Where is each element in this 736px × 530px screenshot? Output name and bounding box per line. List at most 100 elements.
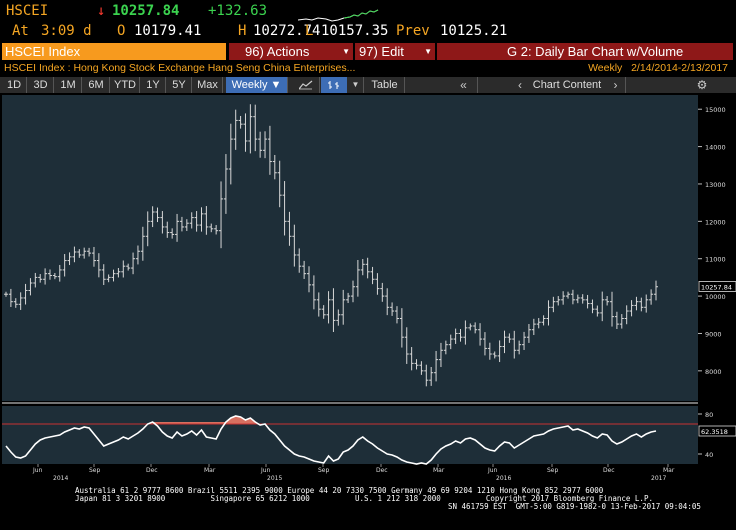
price-bar xyxy=(385,288,390,316)
range-button-1m[interactable]: 1M xyxy=(55,77,82,93)
open-value: 10179.41 xyxy=(134,23,202,39)
month-label: Mar xyxy=(204,467,216,474)
price-bar xyxy=(179,216,184,232)
price-bar xyxy=(346,292,351,304)
prev-value: 10125.21 xyxy=(440,23,508,39)
range-button-5y[interactable]: 5Y xyxy=(167,77,192,93)
security-field[interactable]: HSCEI Index xyxy=(2,43,226,60)
month-label: Sep xyxy=(547,467,559,474)
price-bar xyxy=(336,309,341,326)
price-bar xyxy=(204,206,209,235)
high-label: H xyxy=(238,23,247,39)
price-tick-label: 11000 xyxy=(705,256,726,264)
price-bar xyxy=(482,332,487,356)
rsi-panel xyxy=(2,406,698,464)
chart-style-dropdown-icon[interactable]: ▼ xyxy=(348,77,364,93)
price-bar xyxy=(13,298,18,308)
price-bar xyxy=(233,109,238,150)
price-bar xyxy=(277,160,282,208)
rsi-axis: 40 80 62.3518 xyxy=(698,411,736,459)
price-bar xyxy=(219,181,224,249)
collapse-icon[interactable]: « xyxy=(450,77,478,93)
price-bar xyxy=(419,361,424,375)
year-label: 2017 xyxy=(651,475,666,482)
range-button-1d[interactable]: 1D xyxy=(2,77,27,93)
rsi-indicator xyxy=(2,415,698,465)
price-bar xyxy=(502,330,507,354)
title-bar: HSCEI Index 96) Actions ▼ 97) Edit ▼ G 2… xyxy=(0,43,736,60)
price-bar xyxy=(82,247,87,259)
bar-chart-icon[interactable] xyxy=(321,77,347,93)
price-bar xyxy=(414,359,419,370)
price-bar xyxy=(394,306,399,324)
month-label: Jun xyxy=(260,467,271,474)
rsi-tick-label: 40 xyxy=(705,451,713,459)
security-description: HSCEI Index : Hong Kong Stock Exchange H… xyxy=(4,62,356,74)
price-bar xyxy=(155,207,160,223)
price-bar xyxy=(649,289,654,305)
price-bar xyxy=(321,305,326,319)
edit-menu-button[interactable]: 97) Edit ▼ xyxy=(355,43,435,60)
price-bar xyxy=(101,264,106,285)
year-label: 2016 xyxy=(496,475,511,482)
price-bar xyxy=(639,297,644,312)
range-button-3d[interactable]: 3D xyxy=(28,77,54,93)
price-chart[interactable]: 8000 9000 10000 11000 12000 13000 14000 15000 10… xyxy=(0,94,736,486)
year-label: 2014 xyxy=(53,475,68,482)
price-bar xyxy=(360,259,365,276)
price-bar xyxy=(453,328,458,344)
price-bar xyxy=(585,294,590,309)
quote-line-1: HSCEI ↓ 10257.84 +132.63 xyxy=(0,3,736,22)
price-bar xyxy=(175,213,180,242)
table-button[interactable]: Table xyxy=(365,77,405,93)
line-chart-icon[interactable] xyxy=(292,77,320,93)
price-bar xyxy=(487,342,492,360)
footer: Australia 61 2 9777 8600 Brazil 5511 239… xyxy=(0,486,736,530)
price-bar xyxy=(531,318,536,336)
price-bar xyxy=(145,211,150,247)
price-bar xyxy=(536,318,541,329)
rsi-line xyxy=(5,415,657,465)
price-bar xyxy=(91,246,96,267)
price-bar xyxy=(590,299,595,314)
chart-content-button[interactable]: Chart Content xyxy=(532,79,602,91)
range-button-6m[interactable]: 6M xyxy=(83,77,110,93)
year-label: 2015 xyxy=(267,475,282,482)
price-bar xyxy=(546,300,551,326)
price-tick-label: 10000 xyxy=(705,293,726,301)
prev-label: Prev xyxy=(396,23,430,39)
price-bar xyxy=(507,333,512,343)
price-bar xyxy=(282,181,287,236)
range-button-ytd[interactable]: YTD xyxy=(111,77,140,93)
actions-menu-button[interactable]: 96) Actions ▼ xyxy=(229,43,353,60)
price-bar xyxy=(429,366,434,386)
price-bar xyxy=(243,113,248,152)
price-bar xyxy=(634,296,639,311)
price-bar xyxy=(297,248,302,273)
low-value: 10157.35 xyxy=(321,23,389,39)
frequency-dropdown[interactable]: Weekly ▼ xyxy=(226,77,288,93)
net-change: +132.63 xyxy=(208,3,268,19)
price-bar xyxy=(28,278,33,296)
chevron-left-icon[interactable]: ‹ xyxy=(518,78,522,92)
down-arrow-icon: ↓ xyxy=(97,3,106,19)
month-label: Jun xyxy=(487,467,498,474)
price-bar xyxy=(566,291,571,299)
gear-icon[interactable]: ⚙ xyxy=(696,78,708,92)
rsi-tick-label: 80 xyxy=(705,411,713,419)
range-button-max[interactable]: Max xyxy=(193,77,223,93)
price-bar xyxy=(140,226,145,261)
price-bar xyxy=(18,292,23,310)
price-bar xyxy=(238,115,243,129)
price-bar xyxy=(111,269,116,282)
price-bar xyxy=(365,257,370,279)
price-bar xyxy=(4,291,8,297)
range-button-1y[interactable]: 1Y xyxy=(141,77,166,93)
date-range[interactable]: Weekly 2/14/2014-2/13/2017 xyxy=(588,62,728,74)
price-bar xyxy=(62,254,67,277)
price-bar xyxy=(404,327,409,364)
chevron-right-icon[interactable]: › xyxy=(606,77,626,93)
actions-label: Actions xyxy=(266,44,310,59)
description-line: HSCEI Index : Hong Kong Stock Exchange H… xyxy=(0,62,736,76)
price-bar xyxy=(434,350,439,382)
